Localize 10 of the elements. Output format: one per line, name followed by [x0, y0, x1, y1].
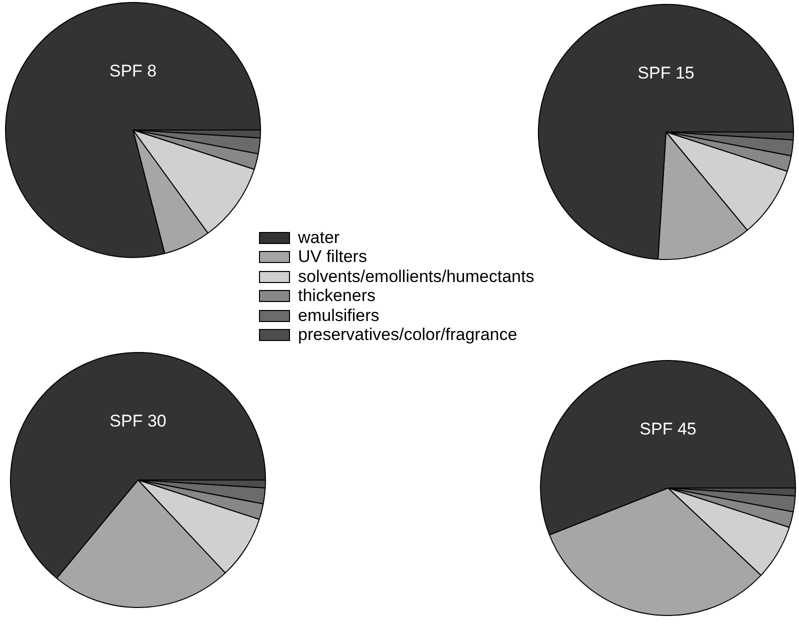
- legend-label: water: [298, 228, 340, 248]
- legend-label: preservatives/color/fragrance: [298, 325, 518, 346]
- text: SPF 15: [638, 64, 694, 83]
- legend-label: thickeners: [298, 286, 376, 306]
- text: SPF 8: [109, 62, 157, 81]
- legend-label: emulsifiers: [298, 306, 380, 326]
- text: SPF 30: [110, 412, 166, 431]
- legend-label: solvents/emollients/humectants: [298, 266, 534, 287]
- text: SPF 45: [640, 420, 696, 439]
- legend-label: UV filters: [298, 247, 367, 268]
